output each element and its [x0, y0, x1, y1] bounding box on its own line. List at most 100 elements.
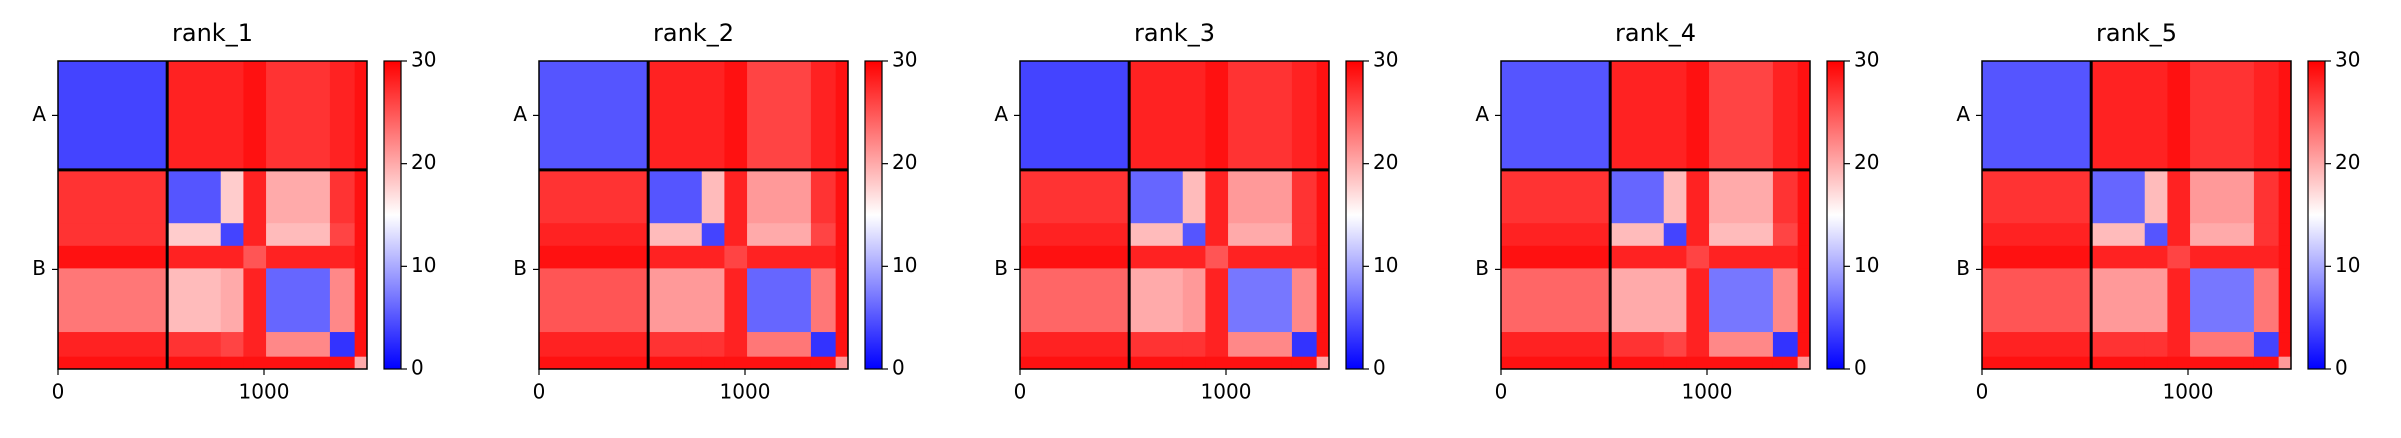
- colorbar: [864, 60, 883, 370]
- heatmap-cell: [1610, 61, 1665, 171]
- heatmap-cell: [167, 332, 222, 358]
- heatmap-cell: [1205, 169, 1229, 224]
- colorbar: [383, 60, 402, 370]
- heatmap-cell: [1982, 356, 2092, 370]
- heatmap-cell: [354, 268, 368, 333]
- heatmap-cell: [747, 169, 812, 224]
- heatmap-cell: [1610, 268, 1665, 333]
- heatmap-cell: [1772, 245, 1799, 269]
- heatmap-cell: [701, 245, 725, 269]
- heatmap-cell: [2253, 245, 2280, 269]
- heatmap-cell: [1316, 61, 1330, 171]
- heatmap-cell: [2091, 223, 2146, 247]
- heatmap-cell: [1772, 223, 1799, 247]
- heatmap-cell: [724, 332, 748, 358]
- heatmap-cell: [1129, 268, 1184, 333]
- heatmap-cell: [58, 356, 168, 370]
- heatmap-cell: [835, 61, 849, 171]
- heatmap-cell: [167, 245, 222, 269]
- heatmap-cell: [2190, 268, 2255, 333]
- heatmap-cell: [1663, 61, 1687, 171]
- heatmap-cell: [1686, 245, 1710, 269]
- heatmap-cell: [1982, 223, 2092, 247]
- heatmap-cell: [1316, 332, 1330, 358]
- colorbar-tick-label: 0: [892, 356, 905, 380]
- heatmap-cell: [2167, 61, 2191, 171]
- heatmap-cell: [1291, 356, 1318, 370]
- heatmap-cell: [243, 332, 267, 358]
- heatmap-cell: [1982, 268, 2092, 333]
- heatmap-cell: [648, 356, 703, 370]
- heatmap-cell: [354, 223, 368, 247]
- heatmap-cell: [1182, 61, 1206, 171]
- heatmap-cell: [1291, 61, 1318, 171]
- heatmap-cell: [1316, 223, 1330, 247]
- heatmap-cell: [2167, 268, 2191, 333]
- heatmap-cell: [539, 356, 649, 370]
- heatmap-cell: [539, 223, 649, 247]
- colorbar-tick-label: 20: [1854, 150, 1879, 174]
- heatmap-cell: [701, 223, 725, 247]
- heatmap-cell: [1797, 356, 1811, 370]
- heatmap-cell: [1663, 245, 1687, 269]
- heatmap-cell: [701, 332, 725, 358]
- heatmap-cell: [810, 245, 837, 269]
- heatmap-cell: [354, 169, 368, 224]
- colorbar-tick-label: 20: [411, 150, 436, 174]
- heatmap-cell: [747, 332, 812, 358]
- heatmap-cell: [2091, 268, 2146, 333]
- heatmap-cell: [1982, 61, 2092, 171]
- heatmap-cell: [1610, 356, 1665, 370]
- heatmap-cell: [58, 223, 168, 247]
- heatmap-cell: [2091, 356, 2146, 370]
- heatmap-cell: [1772, 61, 1799, 171]
- heatmap-cell: [810, 332, 837, 358]
- heatmap-cell: [2144, 223, 2168, 247]
- heatmap-cell: [354, 332, 368, 358]
- heatmap-cell: [747, 356, 812, 370]
- heatmap-cell: [1205, 245, 1229, 269]
- colorbar-tick-label: 10: [2335, 253, 2360, 277]
- heatmap-cell: [724, 61, 748, 171]
- heatmap-cell: [1772, 332, 1799, 358]
- heatmap-cell: [1129, 356, 1184, 370]
- panel: rank_3 0 1000 A B 0 10 20 30: [994, 19, 1398, 404]
- colorbar-tick-label: 20: [892, 150, 917, 174]
- colorbar-tick-label: 0: [411, 356, 424, 380]
- heatmap-cell: [243, 61, 267, 171]
- panel-title: rank_2: [653, 19, 734, 47]
- x-tick-label: 0: [1976, 380, 1989, 404]
- heatmap-cell: [1020, 61, 1130, 171]
- colorbar: [1826, 60, 1845, 370]
- heatmap-cell: [329, 223, 356, 247]
- frame: [1981, 60, 2292, 370]
- heatmap-cell: [701, 356, 725, 370]
- heatmap-cell: [58, 169, 168, 224]
- heatmap-cell: [266, 223, 331, 247]
- heatmap-cell: [1205, 268, 1229, 333]
- heatmap-cell: [1797, 332, 1811, 358]
- colorbar-tick-label: 10: [1854, 253, 1879, 277]
- x-tick-label: 1000: [1682, 380, 1733, 404]
- heatmap-cell: [835, 356, 849, 370]
- colorbar-tick-label: 10: [1373, 253, 1398, 277]
- heatmap-cell: [539, 268, 649, 333]
- heatmap-cell: [2278, 356, 2292, 370]
- heatmap-cell: [1501, 61, 1611, 171]
- heatmap-cell: [58, 61, 168, 171]
- heatmap-cell: [2190, 61, 2255, 171]
- colorbar: [1345, 60, 1364, 370]
- heatmap-cell: [747, 223, 812, 247]
- heatmap-cell: [1797, 268, 1811, 333]
- heatmap-cell: [1686, 332, 1710, 358]
- heatmap-cell: [2253, 356, 2280, 370]
- heatmap-cell: [1501, 245, 1611, 269]
- heatmap-cell: [2190, 332, 2255, 358]
- heatmap-cell: [1291, 332, 1318, 358]
- heatmap-cell: [2190, 169, 2255, 224]
- heatmap-cell: [243, 169, 267, 224]
- panel: rank_4 0 1000 A B 0 10 20 30: [1475, 19, 1879, 404]
- heatmap-cell: [2167, 169, 2191, 224]
